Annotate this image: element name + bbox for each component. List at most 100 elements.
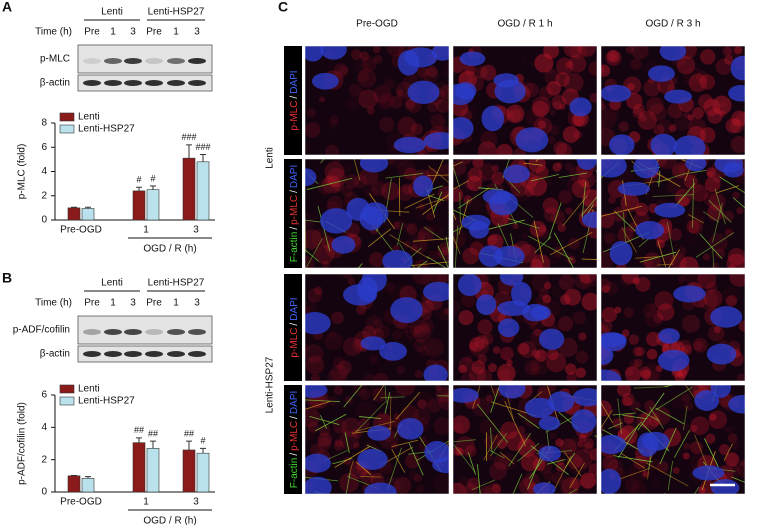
micrograph-frame xyxy=(600,45,746,156)
error-bar xyxy=(71,206,77,208)
texture xyxy=(683,442,691,450)
texture xyxy=(461,159,472,165)
texture xyxy=(601,284,610,294)
texture xyxy=(677,275,686,284)
nucleus xyxy=(432,456,449,474)
bar xyxy=(196,452,210,493)
texture xyxy=(601,400,612,417)
texture xyxy=(453,228,467,249)
texture xyxy=(657,159,677,170)
error-bar xyxy=(150,440,156,449)
error-bar xyxy=(186,440,192,450)
nucleus xyxy=(331,235,356,254)
micrograph-content xyxy=(305,274,449,381)
texture xyxy=(460,333,467,340)
texture xyxy=(394,476,412,494)
texture xyxy=(425,212,435,221)
fiber xyxy=(415,196,449,209)
texture xyxy=(464,483,478,494)
texture xyxy=(376,411,391,426)
texture xyxy=(607,50,620,63)
nucleus xyxy=(582,211,597,229)
fiber xyxy=(454,225,459,268)
significance-label: ### xyxy=(181,132,196,142)
texture xyxy=(411,72,418,80)
texture xyxy=(425,224,445,244)
texture xyxy=(549,254,560,265)
texture xyxy=(727,433,738,444)
texture xyxy=(737,461,745,478)
texture xyxy=(408,470,419,481)
texture xyxy=(577,171,596,189)
texture xyxy=(344,174,360,189)
fiber xyxy=(432,191,443,214)
texture xyxy=(480,64,497,81)
texture xyxy=(588,463,597,477)
texture xyxy=(438,274,449,284)
texture xyxy=(479,486,494,494)
texture xyxy=(626,363,643,381)
fiber xyxy=(373,385,385,401)
texture xyxy=(362,77,368,83)
texture xyxy=(678,247,687,256)
texture xyxy=(364,185,378,199)
texture xyxy=(575,367,586,379)
error-bar xyxy=(200,447,206,454)
micrograph xyxy=(304,158,450,269)
texture xyxy=(732,191,740,200)
texture xyxy=(479,175,486,183)
texture xyxy=(331,311,344,325)
fiber xyxy=(601,410,613,429)
lane-label: 1 xyxy=(110,298,116,309)
texture xyxy=(395,385,415,397)
texture xyxy=(697,274,717,289)
texture xyxy=(535,165,549,179)
texture xyxy=(430,113,446,129)
texture xyxy=(601,213,615,229)
texture xyxy=(404,325,419,339)
texture xyxy=(601,425,606,433)
texture xyxy=(469,198,483,212)
fiber xyxy=(457,187,490,209)
texture xyxy=(330,182,342,194)
texture xyxy=(549,125,560,136)
fiber xyxy=(499,452,515,465)
lane-label: Pre xyxy=(84,298,100,309)
texture xyxy=(531,96,551,116)
texture xyxy=(353,174,368,189)
lane-label: 3 xyxy=(130,298,136,309)
texture xyxy=(484,483,502,494)
texture xyxy=(653,313,664,324)
texture xyxy=(402,328,409,335)
texture xyxy=(305,141,311,152)
texture xyxy=(329,119,340,130)
blot-band xyxy=(104,80,122,86)
texture xyxy=(338,65,348,75)
texture xyxy=(683,401,694,411)
texture xyxy=(467,477,480,491)
texture xyxy=(439,307,449,321)
texture xyxy=(730,119,744,134)
texture xyxy=(582,279,594,291)
texture xyxy=(391,442,398,449)
texture xyxy=(341,417,361,437)
texture xyxy=(698,94,714,109)
fiber xyxy=(391,439,418,448)
texture xyxy=(707,108,723,124)
texture xyxy=(732,117,741,126)
blot-band xyxy=(145,80,163,86)
texture xyxy=(539,86,553,100)
fiber xyxy=(348,460,354,477)
group-label: Lenti xyxy=(101,278,123,289)
lane-label: 3 xyxy=(130,27,136,38)
texture xyxy=(712,95,732,115)
texture xyxy=(556,161,564,168)
fiber xyxy=(639,251,677,263)
fiber xyxy=(453,439,476,443)
stain-name: DAPI xyxy=(289,165,300,188)
texture xyxy=(720,101,727,108)
texture xyxy=(678,448,688,458)
texture xyxy=(318,202,325,209)
texture xyxy=(351,49,362,61)
texture xyxy=(629,358,640,369)
